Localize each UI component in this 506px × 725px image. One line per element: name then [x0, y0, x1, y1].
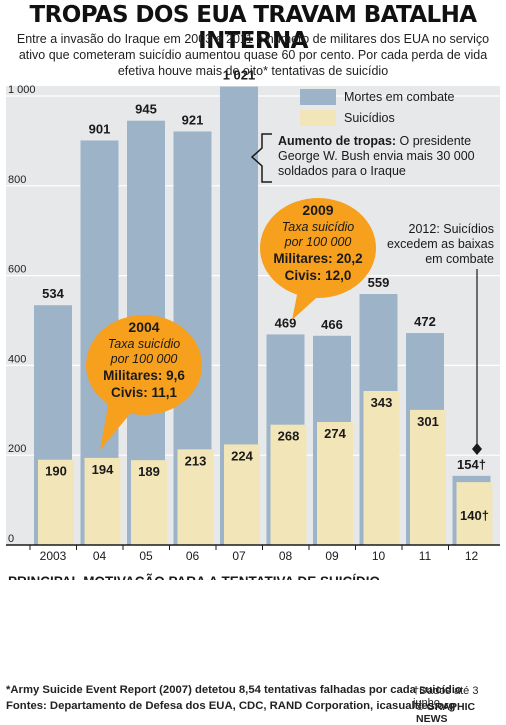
y-tick-label: 1 000 — [8, 84, 36, 96]
suicide-value-label: 224 — [231, 448, 253, 463]
x-tick-label: 11 — [419, 549, 432, 563]
combat-value-label: 534 — [42, 286, 64, 301]
y-tick-label: 400 — [8, 353, 26, 365]
bubble-2009-civilian: Civis: 12,0 — [285, 268, 352, 283]
bubble-2009-rate-label: Taxa suicídio — [282, 220, 355, 234]
x-tick-label: 10 — [372, 549, 386, 563]
suicide-bar — [177, 449, 214, 545]
x-tick-label: 04 — [93, 549, 107, 563]
bubble-2004 — [86, 315, 202, 415]
combat-value-label: 154† — [457, 457, 486, 472]
y-tick-label: 800 — [8, 174, 26, 186]
suicide-bar — [317, 421, 353, 545]
suicide-value-label: 274 — [324, 426, 346, 441]
suicide-value-label: 194 — [92, 462, 114, 477]
y-tick-label: 0 — [8, 533, 14, 545]
combat-value-label: 1 021 — [223, 68, 256, 83]
bubble-2009-military: Militares: 20,2 — [273, 251, 362, 266]
legend-swatch-combat — [300, 89, 336, 105]
bubble-2004-military: Militares: 9,6 — [103, 368, 185, 383]
combat-value-label: 901 — [89, 121, 111, 136]
suicide-bar — [410, 409, 446, 545]
troops-annotation-line2: George W. Bush envia mais 30 000 — [278, 149, 475, 163]
bubble-2009 — [260, 198, 376, 298]
combat-value-label: 559 — [368, 275, 390, 290]
dagger-note: †Dados até 3 junho — [413, 685, 479, 709]
page-title: TROPAS DOS EUA TRAVAM BATALHA INTERNA — [29, 2, 478, 54]
x-tick-label: 09 — [325, 549, 339, 563]
bubble-2009-rate-unit: por 100 000 — [284, 235, 352, 249]
bubble-2004-rate-label: Taxa suicídio — [108, 337, 181, 351]
page-subtitle: Entre a invasão do Iraque em 2003 e 2011… — [16, 32, 490, 78]
troops-annotation-line3: soldados para o Iraque — [278, 164, 406, 178]
chart-area: 0 200 400 600 800 1 000 534 901 945 921 1 021 469 46… — [6, 68, 500, 580]
sources: Fontes: Departamento de Defesa dos EUA, … — [6, 700, 456, 712]
suicide-bar — [224, 444, 260, 545]
suicide-value-label: 189 — [138, 464, 160, 479]
suicide-bar — [38, 459, 74, 545]
combat-value-label: 472 — [414, 314, 436, 329]
suicide-bar — [363, 390, 400, 545]
x-tick-label: 08 — [279, 549, 293, 563]
suicide-value-label: 343 — [371, 395, 393, 410]
bubble-2004-year: 2004 — [128, 319, 159, 335]
y-tick-label: 600 — [8, 264, 26, 276]
note2012-line1: 2012: Suicídios — [409, 222, 494, 236]
x-tick-label: 12 — [465, 549, 479, 563]
x-tick-label: 05 — [139, 549, 153, 563]
x-tick-label: 06 — [186, 549, 200, 563]
suicide-bar — [456, 482, 493, 545]
bubble-2009-year: 2009 — [302, 202, 333, 218]
suicide-bar — [84, 457, 121, 545]
combat-value-label: 469 — [275, 315, 297, 330]
suicide-bar — [131, 460, 167, 545]
y-tick-label: 200 — [8, 443, 26, 455]
combat-value-label: 466 — [321, 317, 343, 332]
suicide-value-label: 140† — [460, 508, 489, 523]
suicide-bar — [270, 424, 307, 545]
note2012-line3: em combate — [425, 252, 494, 266]
bubble-2004-civilian: Civis: 11,1 — [111, 385, 178, 400]
suicide-value-label: 213 — [185, 453, 207, 468]
credit: © GRAPHIC NEWS — [416, 701, 476, 725]
combat-value-label: 945 — [135, 102, 157, 117]
legend-label-combat: Mortes em combate — [344, 90, 455, 104]
combat-value-label: 921 — [182, 112, 204, 127]
suicide-value-label: 190 — [45, 464, 67, 479]
legend-label-suicide: Suicídios — [344, 111, 395, 125]
suicide-value-label: 301 — [417, 414, 439, 429]
note2012-line2: excedem as baixas — [387, 237, 494, 251]
troops-annotation-line1: Aumento de tropas: O presidente — [278, 134, 471, 148]
troops-bracket — [250, 133, 272, 183]
footnote: *Army Suicide Event Report (2007) deteto… — [6, 684, 462, 696]
bubble-2004-rate-unit: por 100 000 — [110, 352, 178, 366]
legend-swatch-suicide — [300, 110, 336, 126]
x-tick-label: 2003 — [40, 549, 67, 563]
note2012-marker — [472, 443, 482, 455]
x-tick-label: 07 — [232, 549, 246, 563]
motivation-title: PRINCIPAL MOTIVAÇÃO PARA A TENTATIVA DE … — [8, 574, 380, 580]
suicide-value-label: 268 — [278, 429, 300, 444]
